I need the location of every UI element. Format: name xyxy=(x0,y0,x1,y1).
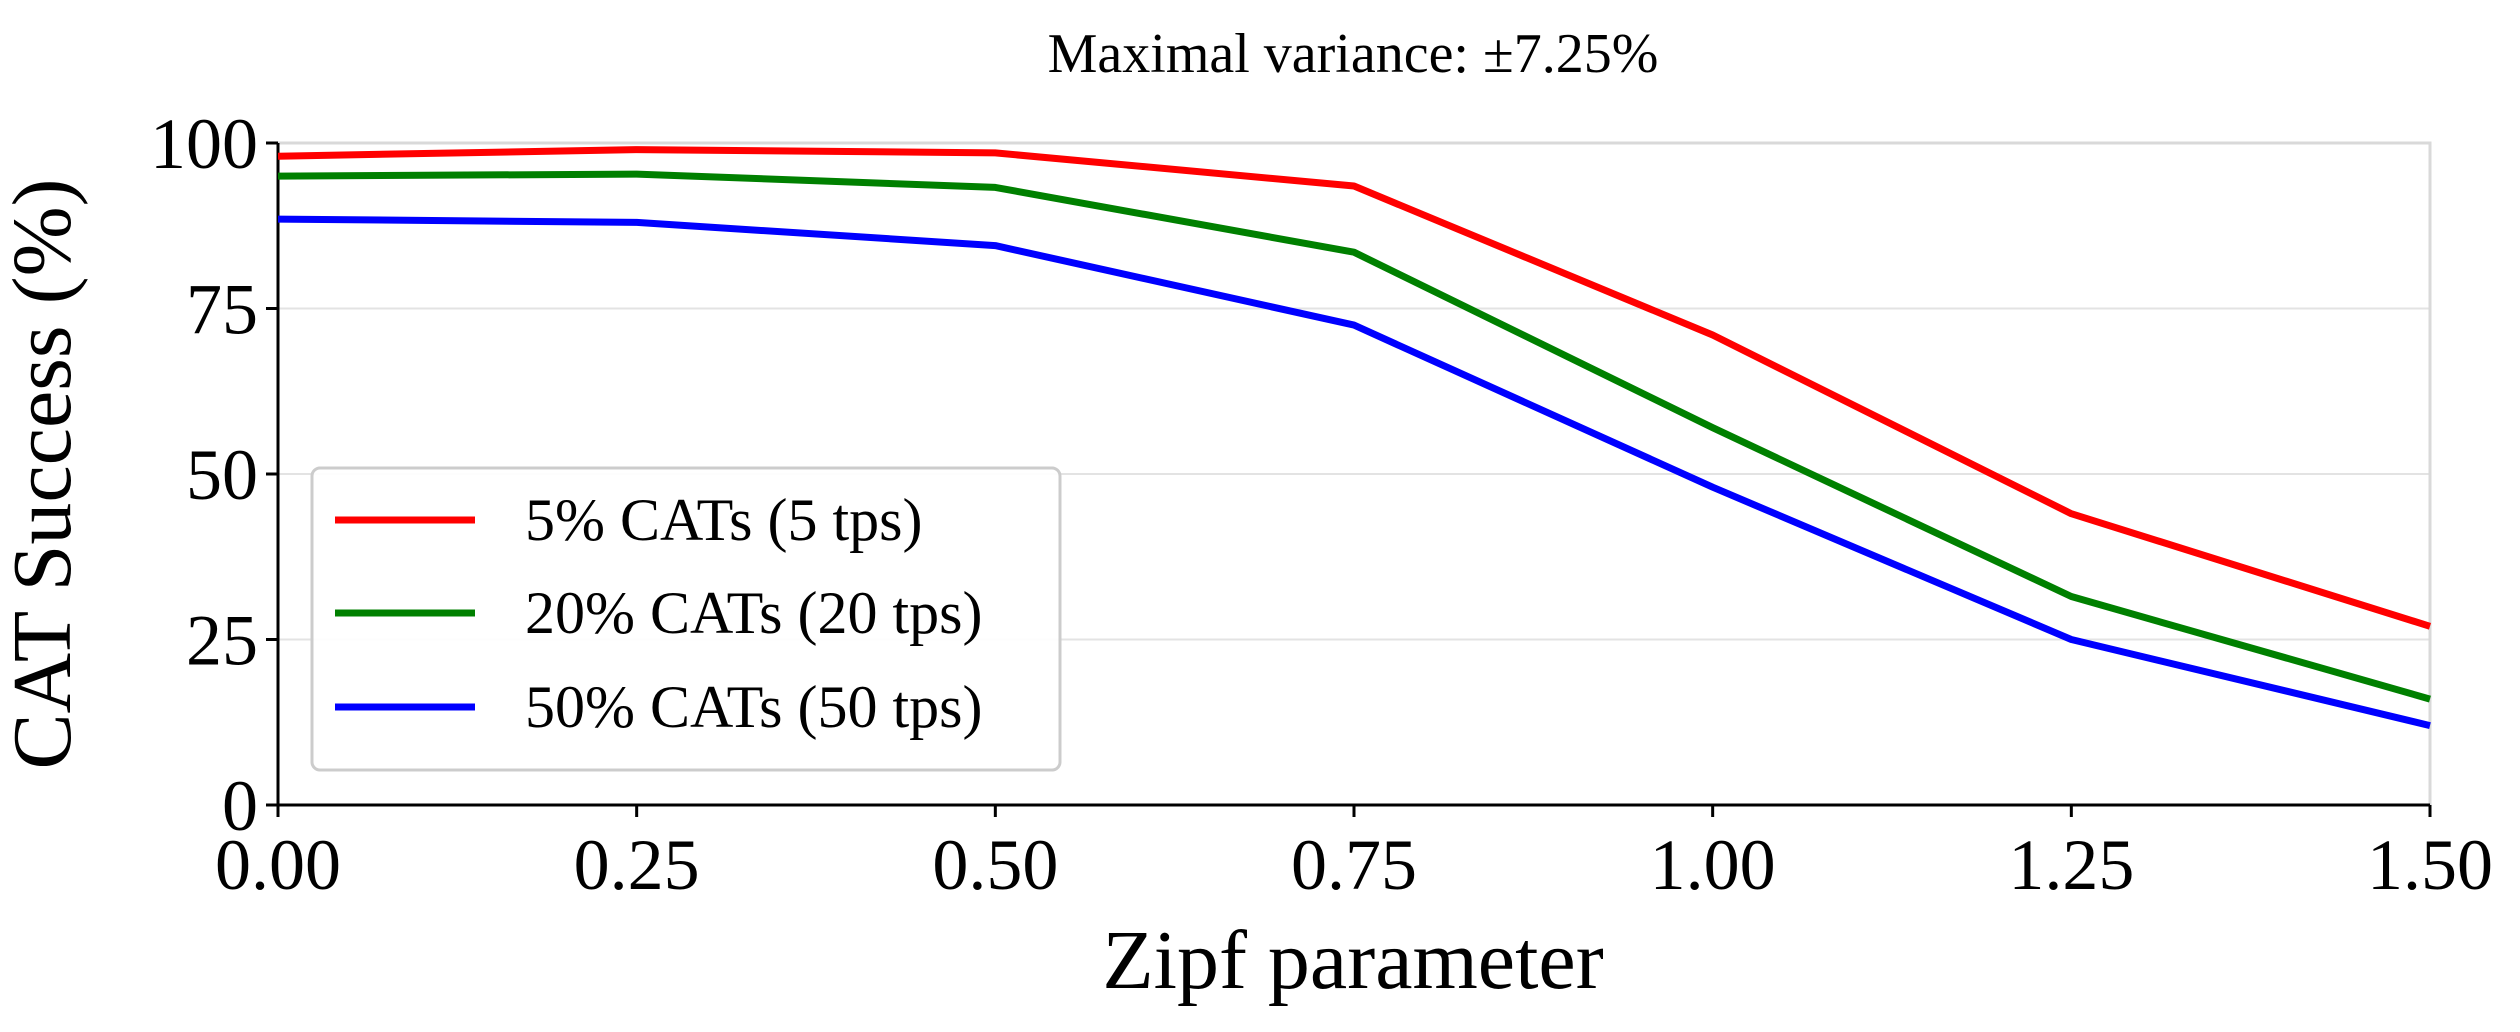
series-lines xyxy=(277,146,2432,730)
chart-title: Maximal variance: ±7.25% xyxy=(1048,23,1659,85)
series-line-3 xyxy=(277,215,2431,730)
y-tick-label: 100 xyxy=(150,104,258,184)
axis-ticks: 0 25 50 75 100 0.00 0.25 0.50 0.75 1.00 1.25 1.50 xyxy=(150,104,2493,905)
y-tick-label: 50 xyxy=(186,435,258,515)
x-tick-label: 1.50 xyxy=(2367,825,2493,905)
legend-box xyxy=(310,466,1062,772)
x-tick-label: 0.25 xyxy=(574,825,700,905)
x-tick-label: 0.50 xyxy=(932,825,1058,905)
y-tick-label: 75 xyxy=(186,270,258,350)
x-axis-label: Zipf parameter xyxy=(1102,914,1603,1007)
series-line-1 xyxy=(277,146,2432,630)
legend-label-2: 20% CATs (20 tps) xyxy=(525,580,982,646)
x-tick-label: 1.00 xyxy=(1650,825,1776,905)
legend: 5% CATs (5 tps) 20% CATs (20 tps) 50% CATs… xyxy=(310,466,1062,772)
x-tick-label: 0.75 xyxy=(1291,825,1417,905)
y-tick-label: 0 xyxy=(222,766,258,846)
legend-label-3: 50% CATs (50 tps) xyxy=(525,674,982,740)
series-line-2 xyxy=(277,170,2431,703)
y-tick-label: 25 xyxy=(186,601,258,681)
y-axis-label: CAT Success (%) xyxy=(0,178,89,769)
x-tick-label: 0.00 xyxy=(215,825,341,905)
legend-label-1: 5% CATs (5 tps) xyxy=(525,487,922,553)
x-tick-label: 1.25 xyxy=(2008,825,2134,905)
